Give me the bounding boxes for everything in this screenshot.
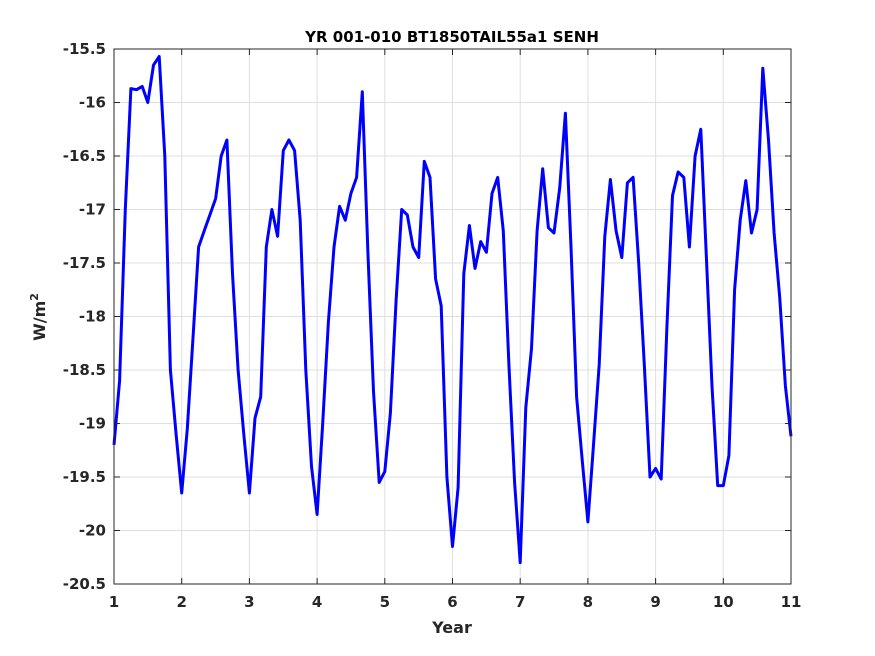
chart-title: YR 001-010 BT1850TAIL55a1 SENH xyxy=(304,28,599,46)
y-tick-label: -19 xyxy=(79,415,106,433)
y-tick-label: -17.5 xyxy=(63,254,106,272)
x-tick-label: 5 xyxy=(380,593,390,611)
series-line xyxy=(112,55,793,565)
y-tick-label: -18 xyxy=(79,308,106,326)
x-tick-label: 4 xyxy=(312,593,322,611)
y-axis-label-superscript: 2 xyxy=(28,293,41,301)
x-tick-label: 10 xyxy=(713,593,734,611)
x-tick-label: 3 xyxy=(244,593,254,611)
x-tick-label: 2 xyxy=(176,593,186,611)
y-tick-label: -17 xyxy=(79,201,106,219)
y-tick-label: -15.5 xyxy=(63,40,106,58)
x-axis-ticks: 1 2 3 4 5 6 7 8 9 10 11 xyxy=(109,49,802,611)
y-tick-label: -18.5 xyxy=(63,361,106,379)
x-tick-label: 8 xyxy=(583,593,593,611)
x-tick-label: 9 xyxy=(650,593,660,611)
y-tick-label: -16 xyxy=(79,94,106,112)
y-tick-label: -19.5 xyxy=(63,468,106,486)
y-axis-ticks: -15.5 -16 -16.5 -17 -17.5 -18 -18.5 -19 -19.5 -20… xyxy=(63,40,791,593)
x-tick-label: 7 xyxy=(515,593,525,611)
x-tick-label: 6 xyxy=(447,593,457,611)
y-axis-label-main: W/m xyxy=(30,301,49,341)
y-tick-label: -20 xyxy=(79,522,106,540)
y-tick-label: -16.5 xyxy=(63,147,106,165)
series-layer xyxy=(112,55,793,565)
x-axis-label: Year xyxy=(431,618,472,637)
x-tick-label: 1 xyxy=(109,593,119,611)
y-axis-label: W/m2 xyxy=(28,293,49,341)
y-tick-label: -20.5 xyxy=(63,575,106,593)
x-tick-label: 11 xyxy=(781,593,802,611)
